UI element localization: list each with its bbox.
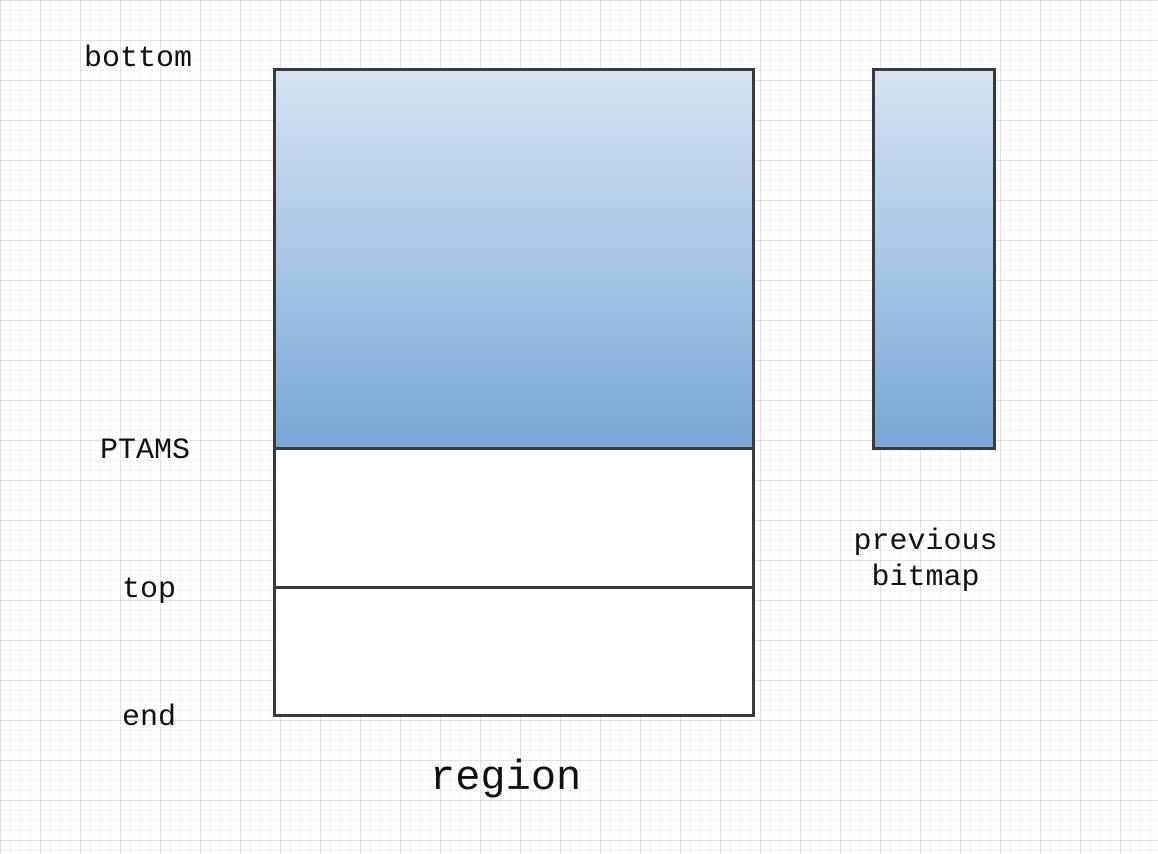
- label-top: top: [122, 573, 177, 607]
- label-end: end: [122, 701, 177, 735]
- region-top-to-end-area: [273, 586, 755, 717]
- label-bottom: bottom: [84, 42, 193, 76]
- label-ptams: PTAMS: [100, 434, 191, 468]
- region-ptams-to-top-area: [273, 447, 755, 589]
- region-marked-area: [273, 68, 755, 450]
- previous-bitmap-caption: previous bitmap: [853, 525, 998, 595]
- region-caption: region: [430, 754, 582, 802]
- previous-bitmap-box: [872, 68, 996, 450]
